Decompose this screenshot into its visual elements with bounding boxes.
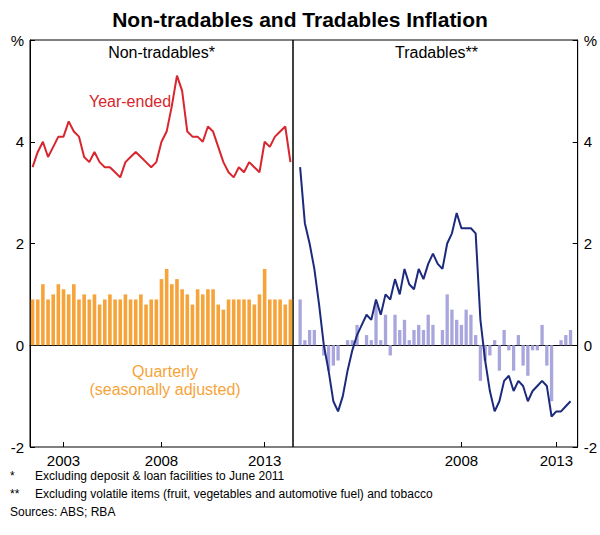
svg-text:Non-tradables*: Non-tradables* <box>108 44 215 61</box>
svg-text:Quarterly: Quarterly <box>132 363 198 380</box>
svg-text:0: 0 <box>16 337 24 354</box>
svg-text:4: 4 <box>16 133 24 150</box>
svg-text:Tradables**: Tradables** <box>395 44 478 61</box>
svg-text:2013: 2013 <box>248 452 281 469</box>
svg-text:Excluding deposit & loan facil: Excluding deposit & loan facilities to J… <box>35 469 285 483</box>
svg-text:2003: 2003 <box>47 452 80 469</box>
svg-text:(seasonally adjusted): (seasonally adjusted) <box>89 381 240 398</box>
svg-text:*: * <box>10 469 15 483</box>
svg-text:**: ** <box>10 487 20 501</box>
svg-text:2: 2 <box>16 235 24 252</box>
svg-text:2008: 2008 <box>445 452 478 469</box>
svg-text:Sources: ABS; RBA: Sources: ABS; RBA <box>10 505 115 519</box>
svg-text:-2: -2 <box>584 439 597 456</box>
svg-text:2013: 2013 <box>540 452 573 469</box>
svg-text:-2: -2 <box>11 439 24 456</box>
svg-text:%: % <box>584 32 597 49</box>
svg-text:4: 4 <box>584 133 592 150</box>
svg-text:%: % <box>11 32 24 49</box>
svg-text:2: 2 <box>584 235 592 252</box>
svg-text:2008: 2008 <box>145 452 178 469</box>
svg-text:Year-ended: Year-ended <box>89 93 171 110</box>
svg-text:Excluding volatile items (frui: Excluding volatile items (fruit, vegetab… <box>35 487 433 501</box>
svg-text:0: 0 <box>584 337 592 354</box>
svg-text:Non-tradables and Tradables In: Non-tradables and Tradables Inflation <box>112 8 488 31</box>
